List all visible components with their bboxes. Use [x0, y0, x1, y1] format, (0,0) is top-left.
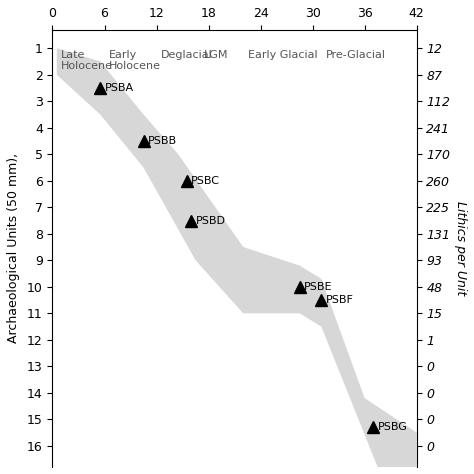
Polygon shape: [57, 48, 417, 467]
Text: PSBA: PSBA: [104, 83, 134, 93]
Text: PSBE: PSBE: [304, 282, 332, 292]
Text: PSBG: PSBG: [378, 422, 408, 432]
Text: Early Glacial: Early Glacial: [247, 50, 317, 60]
Text: PSBC: PSBC: [191, 176, 220, 186]
Text: Pre-Glacial: Pre-Glacial: [326, 50, 386, 60]
Text: Deglacial: Deglacial: [161, 50, 213, 60]
Text: PSBD: PSBD: [196, 216, 226, 226]
Text: Early
Holocene: Early Holocene: [109, 50, 161, 71]
Y-axis label: Archaeological Units (50 mm),: Archaeological Units (50 mm),: [7, 153, 20, 344]
Text: PSBB: PSBB: [148, 136, 177, 146]
Text: LGM: LGM: [204, 50, 229, 60]
Y-axis label: Lithics per Unit: Lithics per Unit: [454, 201, 467, 295]
Text: PSBF: PSBF: [326, 295, 354, 305]
Text: Late
Holocene: Late Holocene: [61, 50, 113, 71]
